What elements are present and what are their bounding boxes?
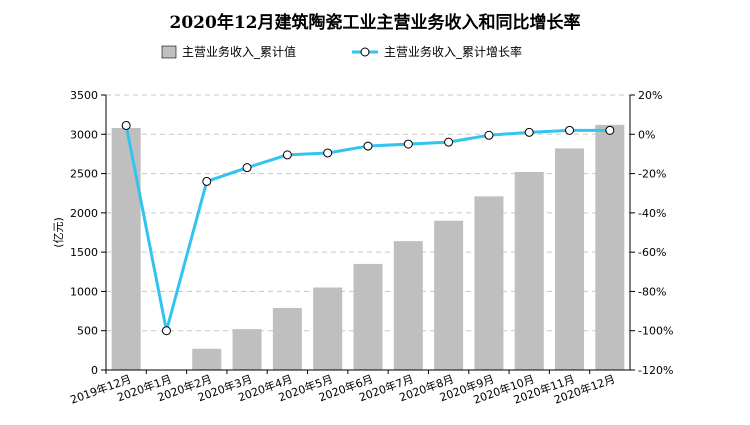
y-tick-label: 1000	[70, 285, 98, 298]
y-tick-label: 1500	[70, 246, 98, 259]
growth-point	[363, 141, 373, 151]
y2-tick-label: -20%	[638, 168, 666, 181]
growth-point	[444, 137, 454, 147]
y-tick-label: 3000	[70, 128, 98, 141]
bar	[514, 172, 544, 370]
legend-bar-swatch	[161, 45, 177, 59]
bar	[232, 329, 262, 370]
bar	[192, 348, 222, 370]
legend: 主营业务收入_累计值 主营业务收入_累计增长率	[161, 44, 522, 59]
growth-point	[565, 125, 575, 135]
bar	[353, 263, 383, 370]
growth-point	[605, 125, 615, 135]
growth-point	[121, 120, 131, 130]
y-axis-title: (亿元)	[52, 217, 65, 248]
bar	[434, 220, 464, 370]
y2-tick-label: -60%	[638, 246, 666, 259]
growth-point	[242, 163, 252, 173]
y2-tick-label: 20%	[638, 89, 662, 102]
bar	[555, 148, 585, 370]
growth-point	[524, 127, 534, 137]
bar	[393, 241, 423, 370]
bar	[474, 196, 504, 370]
y-tick-label: 2500	[70, 168, 98, 181]
legend-line-marker	[360, 47, 370, 57]
y2-tick-label: -120%	[638, 364, 673, 377]
bar-series	[111, 124, 625, 370]
legend-bar-label: 主营业务收入_累计值	[182, 44, 296, 59]
bar	[313, 287, 343, 370]
bar	[111, 128, 141, 370]
growth-point	[403, 139, 413, 149]
y2-tick-label: -100%	[638, 325, 673, 338]
y2-tick-label: -80%	[638, 285, 666, 298]
bar	[272, 307, 302, 370]
chart-title: 2020年12月建筑陶瓷工业主营业务收入和同比增长率	[169, 13, 581, 33]
y-tick-label: 3500	[70, 89, 98, 102]
bar	[595, 124, 625, 370]
y2-tick-label: -40%	[638, 207, 666, 220]
y-tick-label: 0	[91, 364, 98, 377]
y2-tick-label: 0%	[638, 128, 655, 141]
legend-line-label: 主营业务收入_累计增长率	[384, 44, 522, 59]
axes	[101, 94, 635, 374]
y-tick-label: 2000	[70, 207, 98, 220]
y-tick-label: 500	[77, 325, 98, 338]
growth-point	[323, 148, 333, 158]
growth-point	[282, 150, 292, 160]
growth-point	[161, 326, 171, 336]
line-series	[121, 120, 615, 336]
growth-point	[484, 130, 494, 140]
growth-point	[202, 176, 212, 186]
